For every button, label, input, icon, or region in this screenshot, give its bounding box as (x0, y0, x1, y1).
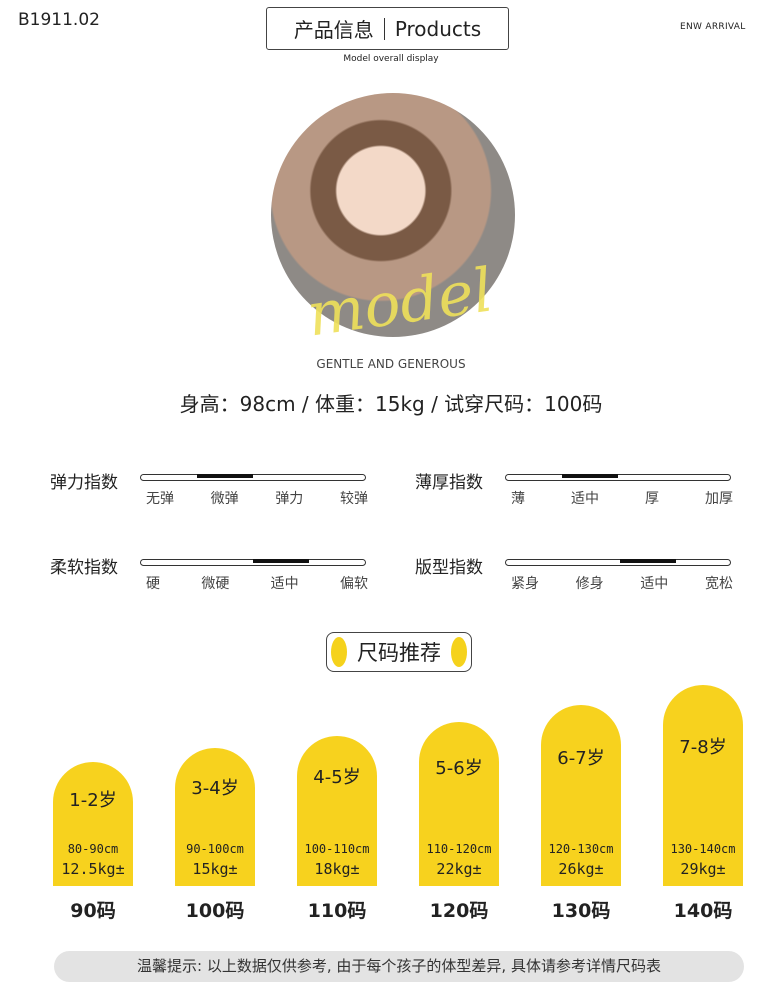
index-tick: 适中 (270, 576, 299, 592)
index-tick: 偏软 (339, 576, 368, 592)
weight: 26kg± (558, 860, 604, 878)
index-tick: 适中 (640, 576, 669, 592)
index-meter: 弹力指数 无弹 微弹 弹力 较弹 (50, 460, 380, 510)
age-range: 3-4岁 (191, 778, 239, 799)
index-tick: 紧身 (511, 576, 539, 592)
size-label: 140码 (673, 900, 733, 922)
index-tick: 适中 (571, 491, 599, 507)
index-meter: 柔软指数 硬 微硬 适中 偏软 (50, 545, 380, 595)
age-range: 1-2岁 (69, 790, 117, 811)
index-bar (140, 474, 366, 481)
product-code: B1911.02 (18, 10, 100, 30)
weight: 12.5kg± (61, 860, 125, 878)
index-tick: 薄 (511, 491, 525, 507)
header-subtitle: Model overall display (343, 54, 439, 64)
size-label: 110码 (307, 900, 367, 922)
header-en: Products (394, 16, 482, 41)
size-label: 100码 (185, 900, 245, 922)
index-tick: 硬 (146, 576, 160, 592)
age-range: 6-7岁 (557, 748, 605, 769)
age-range: 4-5岁 (313, 767, 361, 788)
height-range: 80-90cm (67, 842, 119, 856)
size-title-text: 尺码推荐 (357, 641, 441, 665)
height-range: 110-120cm (426, 842, 492, 856)
index-fill (197, 474, 253, 478)
height-range: 130-140cm (670, 842, 736, 856)
size-column: 3-4岁 90-100cm 15kg± (175, 748, 255, 886)
model-stats: 身高：98cm / 体重：15kg / 试穿尺码：100码 (179, 392, 603, 416)
header-cn: 产品信息 (293, 18, 374, 42)
weight: 22kg± (436, 860, 482, 878)
index-bar (505, 474, 731, 481)
index-bar (505, 559, 731, 566)
index-label: 版型指数 (415, 558, 483, 578)
weight: 29kg± (680, 860, 726, 878)
size-column: 5-6岁 110-120cm 22kg± (419, 722, 499, 886)
arrival-label: ENW ARRIVAL (680, 22, 746, 32)
index-label: 弹力指数 (50, 473, 118, 493)
age-range: 7-8岁 (679, 737, 727, 758)
index-tick: 加厚 (705, 491, 733, 507)
index-tick: 宽松 (704, 576, 733, 592)
size-column: 6-7岁 120-130cm 26kg± (541, 705, 621, 886)
index-bar (140, 559, 366, 566)
index-tick: 微硬 (201, 576, 230, 592)
size-label: 90码 (70, 900, 116, 922)
size-label: 120码 (429, 900, 489, 922)
index-tick: 厚 (645, 491, 659, 507)
weight: 15kg± (192, 860, 238, 878)
index-meter: 薄厚指数 薄 适中 厚 加厚 (415, 460, 745, 510)
index-fill (253, 559, 309, 563)
index-label: 薄厚指数 (415, 473, 483, 493)
index-fill (620, 559, 677, 563)
size-column: 1-2岁 80-90cm 12.5kg± (53, 762, 133, 886)
tip-banner: 温馨提示: 以上数据仅供参考, 由于每个孩子的体型差异, 具体请参考详情尺码表 (54, 951, 744, 982)
index-fill (562, 474, 618, 478)
index-tick: 无弹 (146, 491, 174, 507)
index-meter: 版型指数 紧身 修身 适中 宽松 (415, 545, 745, 595)
height-range: 120-130cm (548, 842, 614, 856)
weight: 18kg± (314, 860, 360, 878)
index-tick: 微弹 (210, 491, 239, 507)
height-range: 90-100cm (186, 842, 244, 856)
height-range: 100-110cm (304, 842, 370, 856)
age-range: 5-6岁 (435, 758, 483, 779)
size-recommend-title: 尺码推荐 (326, 632, 472, 672)
size-column: 7-8岁 130-140cm 29kg± (663, 685, 743, 886)
index-tick: 修身 (575, 576, 604, 592)
size-column: 4-5岁 100-110cm 18kg± (297, 736, 377, 886)
model-photo (271, 93, 515, 337)
index-tick: 弹力 (275, 491, 304, 507)
section-header: 产品信息 Products (266, 7, 509, 50)
divider (383, 17, 385, 40)
tagline: GENTLE AND GENEROUS (316, 357, 466, 371)
index-tick: 较弹 (339, 491, 368, 507)
size-label: 130码 (551, 900, 611, 922)
index-label: 柔软指数 (50, 558, 118, 578)
